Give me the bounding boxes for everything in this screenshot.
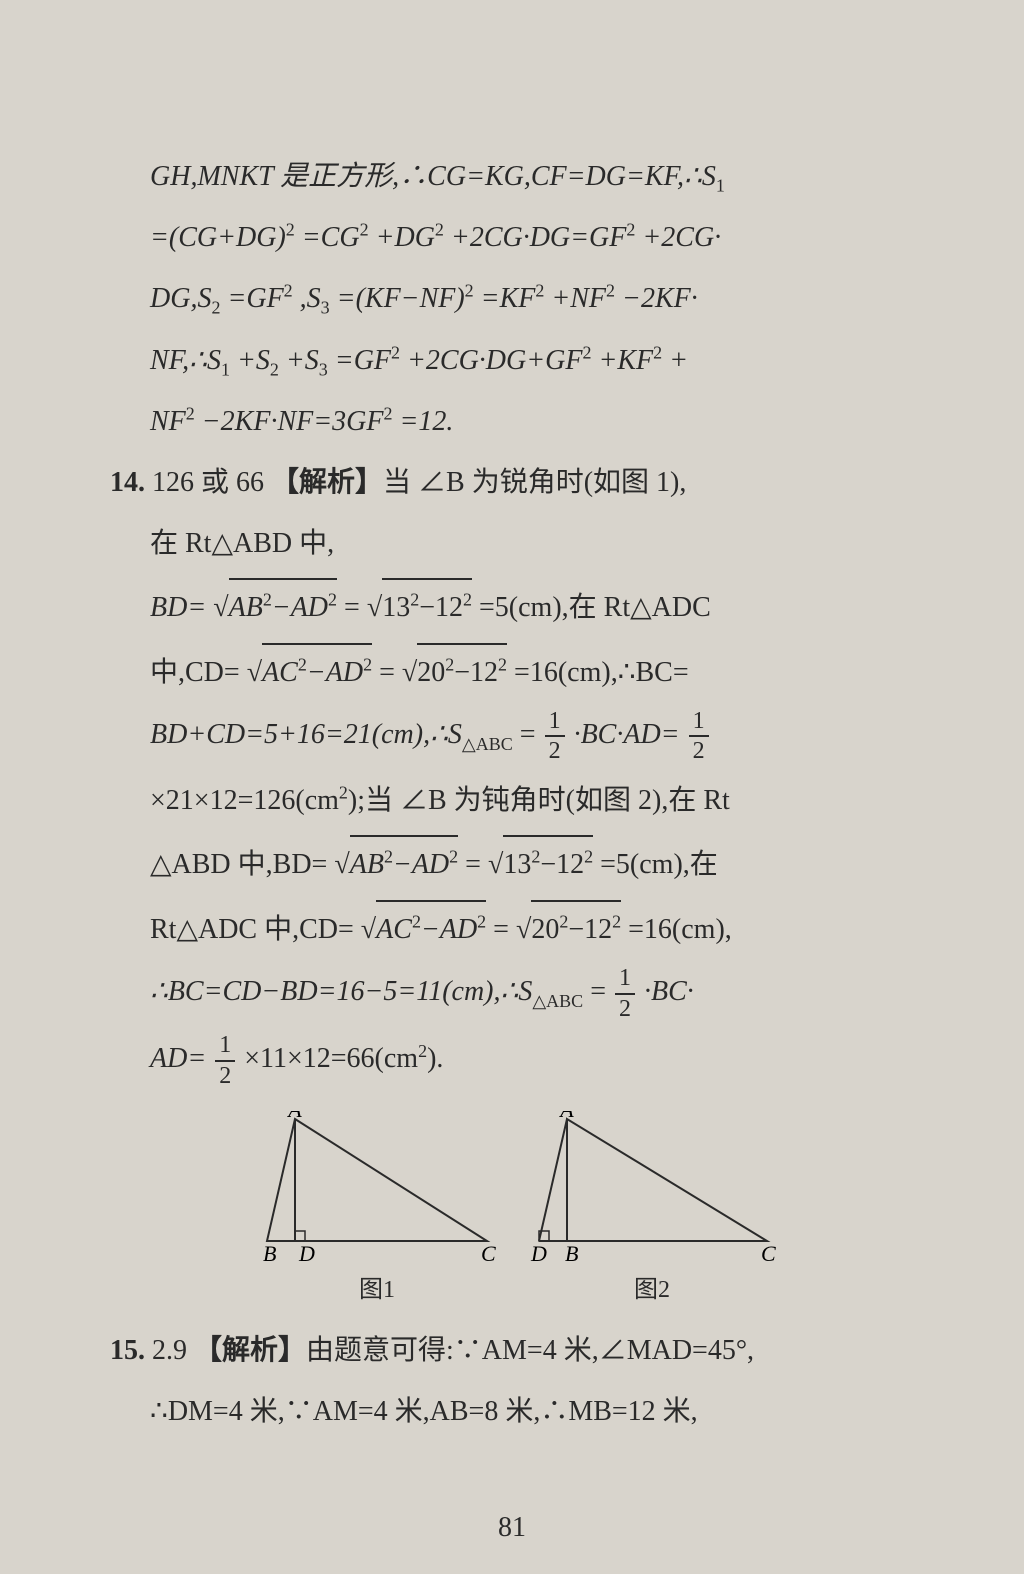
svg-text:D: D bbox=[298, 1241, 315, 1266]
figure-1-label: 图1 bbox=[257, 1268, 497, 1314]
line-15: AD= 12 ×11×12=66(cm2). bbox=[110, 1031, 924, 1091]
svg-text:B: B bbox=[263, 1241, 276, 1266]
triangle-2-svg: A D B C bbox=[527, 1111, 777, 1266]
item-14-answer: 126 或 66 bbox=[152, 467, 271, 498]
line-14: ∴BC=CD−BD=16−5=11(cm),∴S△ABC = 12 ·BC· bbox=[110, 964, 924, 1024]
line-1: GH,MNKT 是正方形,∴CG=KG,CF=DG=KF,∴S1 bbox=[110, 150, 924, 203]
line-7: 在 Rt△ABD 中, bbox=[110, 517, 924, 570]
item-14: 14. 126 或 66 【解析】当 ∠B 为锐角时(如图 1), bbox=[110, 456, 924, 509]
figure-1: A B D C 图1 bbox=[257, 1111, 497, 1314]
line-12: △ABD 中,BD= √AB2−AD2 = √132−122 =5(cm),在 bbox=[110, 835, 924, 891]
line-8: BD= √AB2−AD2 = √132−122 =5(cm),在 Rt△ADC bbox=[110, 578, 924, 634]
line-4: NF,∴S1 +S2 +S3 =GF2 +2CG·DG+GF2 +KF2 + bbox=[110, 334, 924, 387]
line-17: ∴DM=4 米,∵AM=4 米,AB=8 米,∴MB=12 米, bbox=[110, 1385, 924, 1438]
figure-2-label: 图2 bbox=[527, 1268, 777, 1314]
page-number: 81 bbox=[0, 1512, 1024, 1544]
line-5: NF2 −2KF·NF=3GF2 =12. bbox=[110, 395, 924, 448]
item-15-answer: 2.9 bbox=[152, 1335, 194, 1366]
svg-text:C: C bbox=[761, 1241, 776, 1266]
line-11: ×21×12=126(cm2);当 ∠B 为钝角时(如图 2),在 Rt bbox=[110, 774, 924, 827]
figures-row: A B D C 图1 A D B C 图2 bbox=[110, 1111, 924, 1314]
item-14-number: 14. bbox=[110, 467, 145, 498]
svg-text:A: A bbox=[558, 1111, 574, 1122]
svg-text:C: C bbox=[481, 1241, 496, 1266]
analysis-label-2: 【解析】 bbox=[194, 1335, 306, 1366]
svg-text:D: D bbox=[530, 1241, 547, 1266]
item-15: 15. 2.9 【解析】由题意可得:∵AM=4 米,∠MAD=45°, bbox=[110, 1324, 924, 1377]
analysis-label: 【解析】 bbox=[271, 467, 383, 498]
line-3: DG,S2 =GF2 ,S3 =(KF−NF)2 =KF2 +NF2 −2KF· bbox=[110, 272, 924, 325]
line-2: =(CG+DG)2 =CG2 +DG2 +2CG·DG=GF2 +2CG· bbox=[110, 211, 924, 264]
page-content: GH,MNKT 是正方形,∴CG=KG,CF=DG=KF,∴S1 =(CG+DG… bbox=[110, 150, 924, 1438]
item-15-number: 15. bbox=[110, 1335, 145, 1366]
triangle-1-svg: A B D C bbox=[257, 1111, 497, 1266]
line-10: BD+CD=5+16=21(cm),∴S△ABC = 12 ·BC·AD= 12 bbox=[110, 707, 924, 767]
line-9: 中,CD= √AC2−AD2 = √202−122 =16(cm),∴BC= bbox=[110, 643, 924, 699]
line-13: Rt△ADC 中,CD= √AC2−AD2 = √202−122 =16(cm)… bbox=[110, 900, 924, 956]
svg-text:B: B bbox=[565, 1241, 578, 1266]
figure-2: A D B C 图2 bbox=[527, 1111, 777, 1314]
svg-text:A: A bbox=[286, 1111, 302, 1122]
